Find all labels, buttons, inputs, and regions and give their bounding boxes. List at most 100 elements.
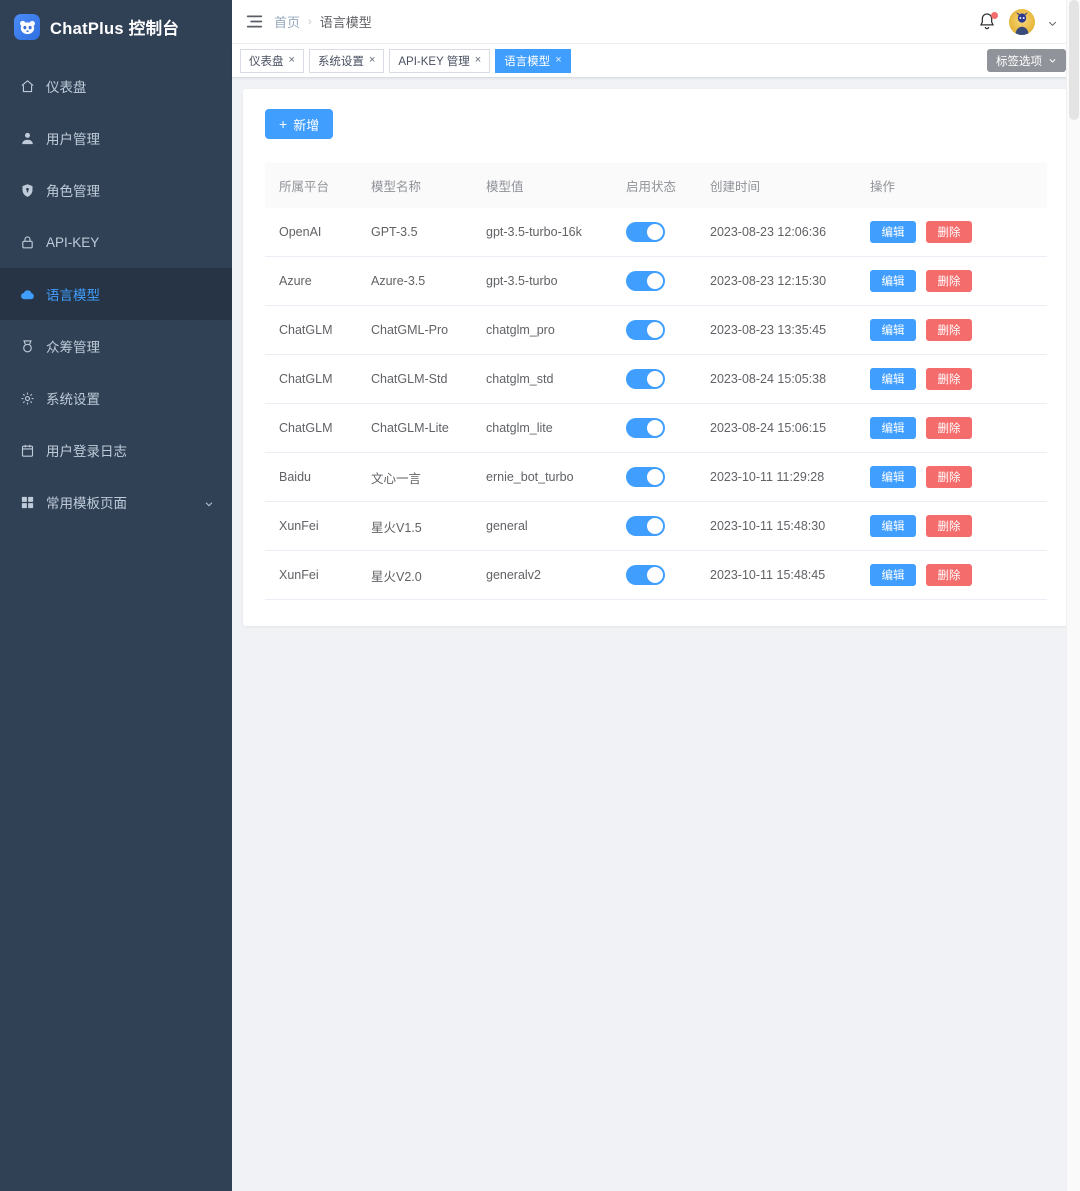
edit-button[interactable]: 编辑 [870,466,916,488]
tab-label: API-KEY 管理 [398,55,470,68]
close-icon[interactable]: × [555,54,562,66]
delete-button[interactable]: 删除 [926,466,972,488]
hamburger-icon[interactable] [246,14,263,29]
sidebar-item-settings[interactable]: 系统设置 [0,372,232,424]
enabled-toggle[interactable] [626,320,665,340]
sidebar-item-label: 系统设置 [46,392,100,407]
enabled-toggle[interactable] [626,565,665,585]
cell-created-time: 2023-10-11 11:29:28 [696,452,856,502]
notification-dot [991,11,998,19]
cell-created-time: 2023-10-11 15:48:45 [696,550,856,600]
tab-system-settings[interactable]: 系统设置 × [308,48,385,73]
table-row[interactable]: ChatGLM ChatGML-Pro chatglm_pro 2023-08-… [265,305,1047,355]
cell-enabled [612,208,696,257]
cell-model-value: gpt-3.5-turbo-16k [472,208,612,257]
cell-model-value: general [472,501,612,551]
table-row[interactable]: OpenAI GPT-3.5 gpt-3.5-turbo-16k 2023-08… [265,208,1047,257]
cell-created-time: 2023-08-24 15:06:15 [696,403,856,453]
close-icon[interactable]: × [474,54,482,66]
cell-platform: ChatGLM [265,403,357,453]
close-icon[interactable]: × [288,54,295,66]
enabled-toggle[interactable] [626,369,665,389]
tag-options-button[interactable]: 标签选项 [987,49,1066,72]
tab-language-model[interactable]: 语言模型 × [495,48,571,73]
sidebar-item-api-key[interactable]: API-KEY [0,216,232,268]
table-row[interactable]: Azure Azure-3.5 gpt-3.5-turbo 2023-08-23… [265,256,1047,306]
cell-enabled [612,354,696,404]
toggle-knob [647,420,663,436]
language-model-card: + 新增 所属平台 模型名称 模型值 启用状态 创建时间 操作 [243,89,1069,626]
sidebar-item-label: 用户管理 [46,132,100,147]
sidebar-item-label: 常用模板页面 [46,496,127,511]
edit-button[interactable]: 编辑 [870,564,916,586]
sidebar-item-language-model[interactable]: 语言模型 [0,268,232,320]
delete-button[interactable]: 删除 [926,270,972,292]
enabled-toggle[interactable] [626,467,665,487]
bell-icon[interactable] [977,11,998,33]
delete-button[interactable]: 删除 [926,368,972,390]
cell-operations: 编辑 删除 [856,354,1047,404]
cell-platform: ChatGLM [265,354,357,404]
enabled-toggle[interactable] [626,271,665,291]
cell-platform: OpenAI [265,208,357,257]
sidebar-item-crowdfunding[interactable]: 众筹管理 [0,320,232,372]
enabled-toggle[interactable] [626,222,665,242]
delete-button[interactable]: 删除 [926,221,972,243]
table-row[interactable]: XunFei 星火V1.5 general 2023-10-11 15:48:3… [265,501,1047,551]
edit-button[interactable]: 编辑 [870,270,916,292]
tab-api-key-management[interactable]: API-KEY 管理 × [389,48,491,73]
delete-button[interactable]: 删除 [926,515,972,537]
cell-platform: Baidu [265,452,357,502]
brand[interactable]: ChatPlus 控制台 [0,0,232,54]
enabled-toggle[interactable] [626,418,665,438]
chevron-down-icon[interactable] [1047,16,1058,27]
cell-enabled [612,305,696,355]
cell-enabled [612,256,696,306]
medal-icon [19,338,35,354]
table-row[interactable]: ChatGLM ChatGLM-Lite chatglm_lite 2023-0… [265,403,1047,453]
edit-button[interactable]: 编辑 [870,221,916,243]
sidebar-item-label: API-KEY [46,234,100,250]
user-icon [19,130,35,146]
enabled-toggle[interactable] [626,516,665,536]
delete-button[interactable]: 删除 [926,417,972,439]
cell-platform: XunFei [265,501,357,551]
add-button[interactable]: + 新增 [265,109,334,139]
cell-created-time: 2023-10-11 15:48:30 [696,501,856,551]
cell-model-name: 文心一言 [357,452,472,502]
page-scrollbar[interactable] [1066,0,1080,1191]
edit-button[interactable]: 编辑 [870,368,916,390]
cell-created-time: 2023-08-23 12:15:30 [696,256,856,306]
table-row[interactable]: XunFei 星火V2.0 generalv2 2023-10-11 15:48… [265,550,1047,600]
sidebar-item-login-logs[interactable]: 用户登录日志 [0,424,232,476]
edit-button[interactable]: 编辑 [870,417,916,439]
cell-operations: 编辑 删除 [856,256,1047,306]
avatar[interactable] [1009,8,1035,35]
breadcrumb-home[interactable]: 首页 [274,15,301,30]
tab-dashboard[interactable]: 仪表盘 × [240,48,304,73]
edit-button[interactable]: 编辑 [870,319,916,341]
edit-button[interactable]: 编辑 [870,515,916,537]
table-row[interactable]: ChatGLM ChatGLM-Std chatglm_std 2023-08-… [265,354,1047,404]
table-row[interactable]: Baidu 文心一言 ernie_bot_turbo 2023-10-11 11… [265,452,1047,502]
cell-enabled [612,501,696,551]
sidebar-item-users[interactable]: 用户管理 [0,112,232,164]
toggle-knob [647,518,663,534]
chevron-down-icon [1048,56,1057,65]
cell-model-value: chatglm_std [472,354,612,404]
sidebar-item-roles[interactable]: 角色管理 [0,164,232,216]
delete-button[interactable]: 删除 [926,319,972,341]
scrollbar-thumb[interactable] [1069,0,1079,120]
sidebar: ChatPlus 控制台 仪表盘 用户管理 [0,0,232,1191]
column-header-platform: 所属平台 [265,163,357,208]
cell-model-name: ChatGLM-Lite [357,403,472,453]
cell-created-time: 2023-08-24 15:05:38 [696,354,856,404]
delete-button[interactable]: 删除 [926,564,972,586]
cell-created-time: 2023-08-23 13:35:45 [696,305,856,355]
sidebar-item-templates[interactable]: 常用模板页面 [0,476,232,528]
cell-operations: 编辑 删除 [856,452,1047,502]
table-head: 所属平台 模型名称 模型值 启用状态 创建时间 操作 [265,163,1047,208]
sidebar-item-dashboard[interactable]: 仪表盘 [0,60,232,112]
close-icon[interactable]: × [368,54,376,66]
